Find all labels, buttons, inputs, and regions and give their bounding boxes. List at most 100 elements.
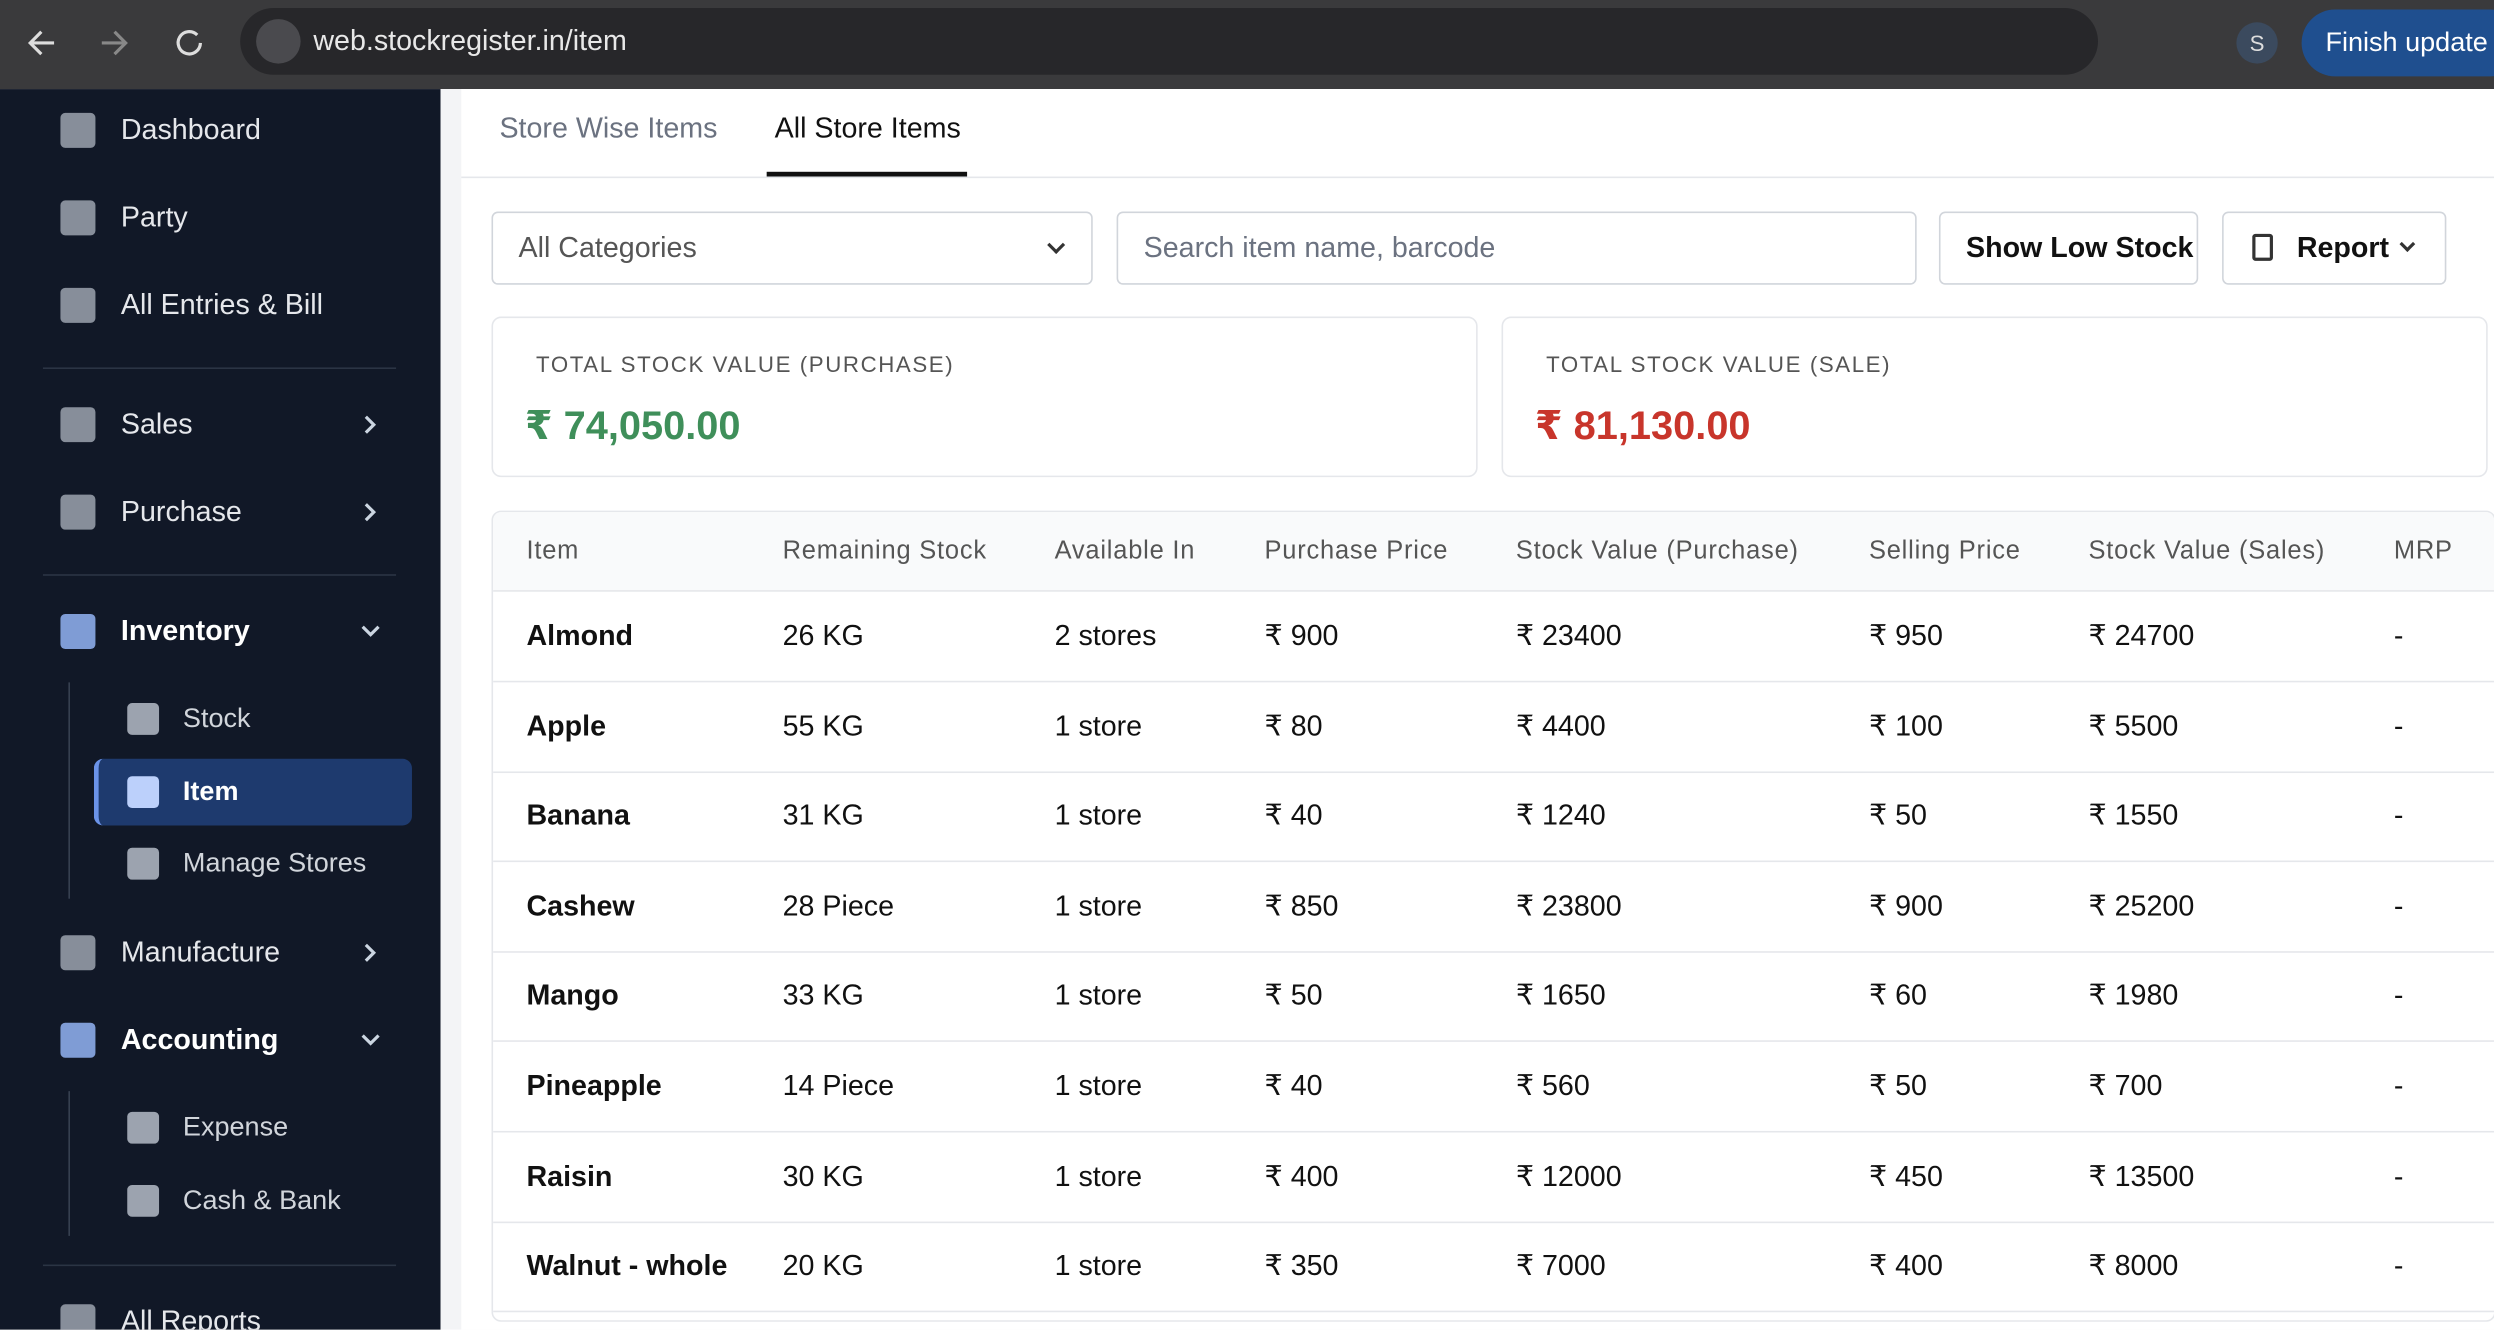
cell: ₹ 850 — [1264, 889, 1339, 922]
divider — [42, 367, 397, 370]
item-name[interactable]: Banana — [526, 799, 630, 832]
sub-item[interactable]: Cash & Bank — [182, 1184, 341, 1215]
cell: ₹ 50 — [1264, 979, 1323, 1012]
cell: ₹ 5500 — [2088, 709, 2179, 742]
item-name[interactable]: Walnut - whole — [526, 1249, 728, 1282]
nav-item[interactable]: Manufacture — [120, 936, 281, 968]
cell: ₹ 1550 — [2088, 799, 2179, 832]
divider — [42, 574, 397, 576]
column-header: Available In — [1054, 537, 1196, 565]
cell: ₹ 13500 — [2088, 1159, 2195, 1192]
tab[interactable]: All Store Items — [774, 112, 961, 144]
site-info[interactable] — [256, 19, 301, 64]
report-button-text[interactable]: Report — [2296, 231, 2390, 264]
nav-item[interactable]: All Reports — [120, 1304, 261, 1330]
row-border — [493, 1130, 2494, 1133]
summary-card: TOTAL STOCK VALUE (SALE) ₹ 81,130.00 — [1501, 316, 2488, 478]
cell: ₹ 50 — [1868, 799, 1927, 832]
column-header: Remaining Stock — [782, 537, 987, 565]
cell: 26 KG — [782, 619, 864, 652]
profile-avatar[interactable]: S — [2236, 22, 2278, 64]
nav-icon — [60, 613, 96, 649]
nav-item[interactable]: Party — [120, 201, 188, 234]
cell: ₹ 12000 — [1515, 1159, 1622, 1192]
items-table: Item Remaining Stock Available In Purchase … — [491, 510, 2494, 1322]
nav-item[interactable]: Accounting — [120, 1023, 279, 1056]
item-name[interactable]: Mango — [526, 979, 619, 1012]
cell: ₹ 1650 — [1515, 979, 1606, 1012]
nav-icon — [60, 1303, 96, 1330]
summary-label: TOTAL STOCK VALUE (PURCHASE) — [536, 351, 955, 377]
row-border — [493, 950, 2494, 953]
chevron[interactable] — [359, 501, 381, 523]
nav-icon — [60, 1022, 96, 1058]
cell: ₹ 8000 — [2088, 1249, 2179, 1282]
row-border — [493, 1040, 2494, 1043]
sub-item[interactable]: Manage Stores — [182, 847, 367, 879]
divider — [42, 1263, 397, 1266]
search-input[interactable]: Search item name, barcode — [1116, 211, 1917, 285]
row-border — [493, 1220, 2494, 1223]
nav-buttons[interactable] — [25, 22, 216, 63]
cell: ₹ 350 — [1264, 1249, 1339, 1282]
cell: 1 store — [1054, 709, 1143, 742]
cell: 1 store — [1054, 889, 1143, 922]
cell: 1 store — [1054, 1159, 1143, 1192]
cell: 1 store — [1054, 1069, 1143, 1102]
content-panel: Store Wise Items All Store Items All Categ… — [461, 89, 2494, 1330]
update-button[interactable]: Finish update — [2301, 9, 2494, 77]
sub-icon — [127, 775, 160, 808]
summary-value: ₹ 74,050.00 — [524, 404, 741, 449]
item-name[interactable]: Cashew — [526, 889, 635, 922]
search-input-text[interactable]: Search item name, barcode — [1143, 231, 1496, 264]
sub-icon — [127, 1184, 160, 1217]
low-stock-button[interactable]: Show Low Stock — [1938, 211, 2199, 285]
chevron[interactable] — [359, 942, 381, 964]
tab[interactable]: Store Wise Items — [499, 112, 718, 144]
cell: ₹ 24700 — [2088, 619, 2195, 652]
category-select-text[interactable]: All Categories — [518, 231, 697, 264]
cell: ₹ 100 — [1868, 709, 1943, 742]
sub-item[interactable]: Expense — [182, 1111, 289, 1143]
cell: 30 KG — [782, 1159, 864, 1192]
category-select[interactable]: All Categories — [491, 211, 1093, 285]
nav-item[interactable]: Sales — [120, 407, 193, 440]
cell: ₹ 40 — [1264, 799, 1323, 832]
nav-item[interactable]: Purchase — [120, 495, 242, 528]
column-header: Purchase Price — [1264, 537, 1449, 565]
cell: ₹ 7000 — [1515, 1249, 1606, 1282]
cell: 20 KG — [782, 1249, 864, 1282]
sub-icon — [127, 847, 160, 880]
tree-line — [68, 682, 70, 899]
cell: ₹ 50 — [1868, 1069, 1927, 1102]
nav-item[interactable]: All Entries & Bill — [120, 288, 323, 321]
summary-label: TOTAL STOCK VALUE (SALE) — [1546, 351, 1892, 377]
low-stock-button-text[interactable]: Show Low Stock — [1965, 231, 2194, 264]
sub-item[interactable]: Stock — [182, 703, 251, 734]
chevron[interactable] — [359, 620, 381, 642]
item-name[interactable]: Pineapple — [526, 1069, 662, 1102]
cell: ₹ 400 — [1264, 1159, 1339, 1192]
sub-icon — [127, 703, 160, 735]
item-name[interactable]: Almond — [526, 619, 634, 652]
address-bar[interactable]: web.stockregister.in/item — [240, 7, 2099, 75]
nav-item[interactable]: Dashboard — [120, 113, 261, 146]
column-header: Item — [526, 537, 580, 565]
table-header-bg — [493, 512, 2494, 592]
row-border — [493, 770, 2494, 773]
sub-item[interactable]: Item — [182, 775, 239, 806]
url[interactable]: web.stockregister.in/item — [313, 24, 627, 57]
nav-item[interactable]: Inventory — [120, 614, 250, 647]
nav-icon — [60, 935, 96, 971]
column-header: MRP — [2393, 537, 2453, 565]
cell: 31 KG — [782, 799, 864, 832]
report-button[interactable]: Report — [2222, 211, 2447, 285]
chevron[interactable] — [359, 1029, 381, 1051]
column-header: Selling Price — [1868, 537, 2021, 565]
chevron[interactable] — [359, 414, 381, 436]
item-name[interactable]: Raisin — [526, 1159, 613, 1192]
tabs-border — [461, 176, 2494, 179]
item-name[interactable]: Apple — [526, 709, 607, 742]
